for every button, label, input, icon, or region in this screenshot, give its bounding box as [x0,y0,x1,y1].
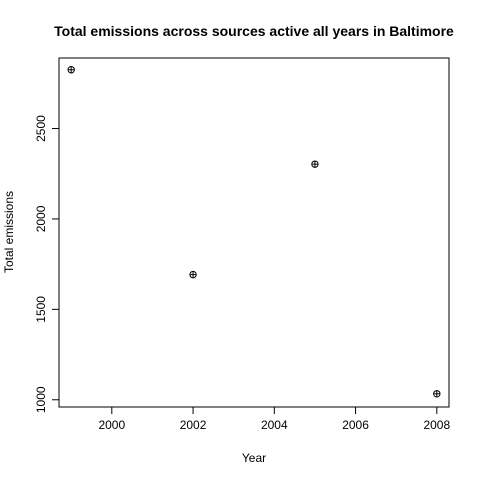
x-tick-label: 2002 [180,418,207,432]
x-axis: 2000 2002 2004 2006 2008 [98,406,450,432]
x-tick-label: 2000 [98,418,125,432]
chart-title: Total emissions across sources active al… [54,23,454,39]
data-points [67,66,441,398]
data-point [311,160,319,168]
y-tick-label: 1500 [34,296,48,323]
x-tick-label: 2008 [423,418,450,432]
x-tick-label: 2006 [342,418,369,432]
x-tick-label: 2004 [261,418,288,432]
y-tick-label: 1000 [34,386,48,413]
x-axis-title: Year [242,451,266,465]
y-tick-label: 2500 [34,115,48,142]
data-point [433,390,441,398]
data-point [189,270,197,279]
y-axis-title: Total emissions [2,191,16,273]
data-point [67,66,75,74]
y-tick-label: 2000 [34,205,48,232]
y-axis: 1000 1500 2000 2500 [34,115,60,413]
